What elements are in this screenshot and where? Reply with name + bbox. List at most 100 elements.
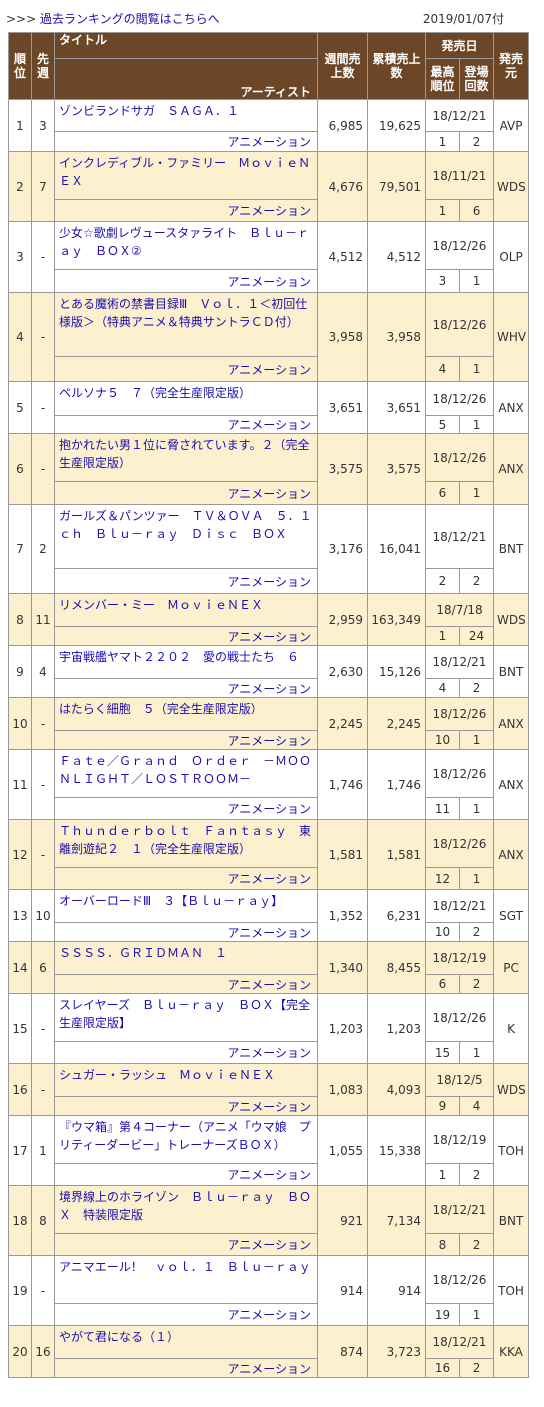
header-weekly: 週間売上数 [317,32,368,100]
label-cell: WDS [493,1063,530,1116]
peak-rank-cell: 8 [425,1233,460,1256]
label-cell: AVP [493,99,530,152]
release-date-cell: 18/12/26 [424,381,495,416]
artist-link[interactable]: アニメーション [54,481,318,505]
table-row-sub: アニメーション 12 1 [9,867,529,890]
artist-link[interactable]: アニメーション [54,1358,318,1378]
table-row: 15- スレイヤーズ Ｂｌｕ－ｒａｙ ＢＯＸ【完全生産限定版】 1,203 1,203… [8,993,530,1064]
title-link[interactable]: 宇宙戦艦ヤマト２２０２ 愛の戦士たち ６ [54,645,318,679]
weeks-cell: 1 [458,1303,495,1326]
header-prev: 先週 [31,32,55,100]
total-sales-cell: 19,625 [367,99,426,152]
title-link[interactable]: ペルソナ５ ７（完全生産限定版） [54,381,318,416]
release-date-cell: 18/12/21 [424,99,495,132]
artist-link[interactable]: アニメーション [54,1041,318,1064]
artist-link[interactable]: アニメーション [54,568,318,594]
release-date-cell: 18/12/26 [424,993,495,1042]
artist-link[interactable]: アニメーション [54,922,318,942]
table-row-sub: アニメーション 10 1 [9,730,529,750]
artist-link[interactable]: アニメーション [54,678,318,698]
table-row-sub: アニメーション 2 2 [9,568,529,594]
weeks-cell: 1 [458,481,495,505]
prev-rank-cell: 2 [31,504,55,594]
title-link[interactable]: ＳＳＳＳ．ＧＲＩＤＭＡＮ １ [54,941,318,975]
table-row-sub: アニメーション 9 4 [9,1096,529,1116]
prev-rank-cell: 11 [31,593,55,646]
artist-link[interactable]: アニメーション [54,356,318,382]
artist-link[interactable]: アニメーション [54,1163,318,1186]
table-row-sub: アニメーション 6 1 [9,481,529,505]
ranking-table: 順位 先週 タイトル 週間売上数 累積売上数 発売日 発売元 アーティスト 最高… [8,32,530,1378]
title-link[interactable]: Ｆａｔｅ／Ｇｒａｎｄ Ｏｒｄｅｒ －ＭＯＯＮＬＩＧＨＴ／ＬＯＳＴＲＯＯＭ－ [54,749,318,798]
prev-rank-cell: 16 [31,1325,55,1378]
peak-rank-cell: 1 [425,626,460,646]
title-link[interactable]: とある魔術の禁書目録Ⅲ Ｖｏｌ．１＜初回仕様版＞（特典アニメ＆特典サントラＣＤ付… [54,292,318,357]
weekly-sales-cell: 1,340 [317,941,368,994]
release-date-cell: 18/12/21 [424,645,495,679]
artist-link[interactable]: アニメーション [54,199,318,222]
title-link[interactable]: オーバーロードⅢ ３【Ｂｌｕ－ｒａｙ】 [54,889,318,923]
table-row: 14 6 ＳＳＳＳ．ＧＲＩＤＭＡＮ １ 1,340 8,455 18/12/19 PC [8,941,530,994]
rank-cell: 4 [8,292,32,382]
rank-cell: 5 [8,381,32,434]
prev-rank-cell: - [31,1063,55,1116]
header-weeks: 登場回数 [458,58,495,100]
release-date-cell: 18/12/19 [424,1115,495,1164]
artist-link[interactable]: アニメーション [54,626,318,646]
header-title: タイトル [54,32,318,59]
rank-cell: 18 [8,1185,32,1256]
title-link[interactable]: シュガー・ラッシュ ＭｏｖｉｅＮＥＸ [54,1063,318,1097]
title-link[interactable]: やがて君になる（１） [54,1325,318,1359]
label-cell: WDS [493,151,530,222]
total-sales-cell: 3,958 [367,292,426,382]
title-link[interactable]: 境界線上のホライゾン Ｂｌｕ－ｒａｙ ＢＯＸ 特装限定版 [54,1185,318,1234]
peak-rank-cell: 6 [425,481,460,505]
title-link[interactable]: ゾンビランドサガ ＳＡＧＡ．１ [54,99,318,132]
weekly-sales-cell: 1,581 [317,819,368,890]
artist-link[interactable]: アニメーション [54,1233,318,1256]
artist-link[interactable]: アニメーション [54,131,318,152]
weekly-sales-cell: 1,746 [317,749,368,820]
title-link[interactable]: 少女☆歌劇レヴュースタァライト Ｂｌｕ－ｒａｙ ＢＯＸ② [54,221,318,270]
title-link[interactable]: Ｔｈｕｎｄｅｒｂｏｌｔ Ｆａｎｔａｓｙ 東離劍遊紀２ １（完全生産限定版） [54,819,318,868]
table-row-sub: アニメーション 1 2 [9,1163,529,1186]
title-link[interactable]: リメンバー・ミー ＭｏｖｉｅＮＥＸ [54,593,318,627]
weeks-cell: 2 [458,1233,495,1256]
peak-rank-cell: 1 [425,131,460,152]
title-link[interactable]: ガールズ＆パンツァー ＴＶ＆ＯＶＡ ５．１ｃｈ Ｂｌｕ－ｒａｙ Ｄｉｓｃ ＢＯＸ [54,504,318,569]
label-cell: TOH [493,1255,530,1326]
rank-cell: 20 [8,1325,32,1378]
weekly-sales-cell: 4,512 [317,221,368,293]
title-link[interactable]: インクレディブル・ファミリー ＭｏｖｉｅＮＥＸ [54,151,318,200]
artist-link[interactable]: アニメーション [54,415,318,434]
weekly-sales-cell: 3,176 [317,504,368,594]
table-row: 8 11 リメンバー・ミー ＭｏｖｉｅＮＥＸ 2,959 163,349 18/7/18 W… [8,593,530,646]
archive-link[interactable]: >>> 過去ランキングの閲覧はこちらへ [6,10,220,27]
archive-link-label: 過去ランキングの閲覧はこちらへ [40,12,220,26]
weeks-cell: 2 [458,131,495,152]
peak-rank-cell: 1 [425,199,460,222]
weeks-cell: 2 [458,922,495,942]
artist-link[interactable]: アニメーション [54,1096,318,1116]
weekly-sales-cell: 914 [317,1255,368,1326]
title-link[interactable]: スレイヤーズ Ｂｌｕ－ｒａｙ ＢＯＸ【完全生産限定版】 [54,993,318,1042]
artist-link[interactable]: アニメーション [54,867,318,890]
peak-rank-cell: 2 [425,568,460,594]
label-cell: ANX [493,433,530,505]
weekly-sales-cell: 1,083 [317,1063,368,1116]
artist-link[interactable]: アニメーション [54,797,318,820]
title-link[interactable]: はたらく細胞 ５（完全生産限定版） [54,697,318,731]
peak-rank-cell: 5 [425,415,460,434]
title-link[interactable]: 抱かれたい男１位に脅されています。２（完全生産限定版） [54,433,318,482]
header-release: 発売日 [424,32,495,59]
artist-link[interactable]: アニメーション [54,730,318,750]
artist-link[interactable]: アニメーション [54,974,318,994]
artist-link[interactable]: アニメーション [54,269,318,293]
title-link[interactable]: アニマエール！ ｖｏｌ．１ Ｂｌｕ－ｒａｙ [54,1255,318,1304]
prev-rank-cell: 7 [31,151,55,222]
title-link[interactable]: 『ウマ箱』第４コーナー（アニメ「ウマ娘 プリティーダービー」トレーナーズＢＯＸ） [54,1115,318,1164]
header-label: 発売元 [493,32,530,100]
table-row-sub: アニメーション 4 1 [9,356,529,382]
artist-link[interactable]: アニメーション [54,1303,318,1326]
table-row-sub: アニメーション 16 2 [9,1358,529,1378]
